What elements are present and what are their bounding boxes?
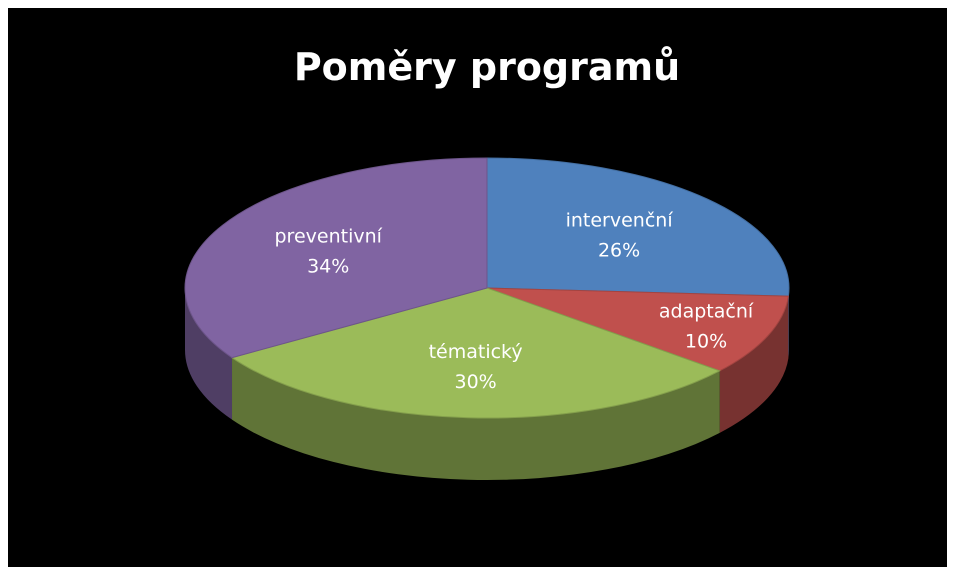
slice-side bbox=[719, 296, 789, 433]
slice bbox=[230, 287, 721, 419]
slice-value-label: 26% bbox=[598, 240, 640, 262]
slice bbox=[486, 157, 790, 297]
slice bbox=[184, 157, 488, 359]
pie-sides bbox=[185, 288, 789, 480]
slice-label: adaptační bbox=[659, 300, 754, 322]
pie-labels: intervenční 26% adaptační 10% tématický 30% pr… bbox=[275, 210, 754, 393]
slice bbox=[486, 287, 789, 372]
slice-value-label: 30% bbox=[455, 371, 497, 393]
slice-value-label: 10% bbox=[685, 330, 727, 352]
slice-value-label: 34% bbox=[307, 255, 349, 277]
chart-title: Poměry programů bbox=[294, 45, 680, 89]
pie-tops bbox=[184, 157, 790, 419]
slice-label: preventivní bbox=[275, 225, 383, 247]
slice-label: tématický bbox=[429, 341, 523, 363]
slice-side bbox=[185, 288, 233, 420]
slice-label: intervenční bbox=[566, 210, 674, 232]
slice-side bbox=[232, 357, 720, 480]
slice-side bbox=[788, 288, 789, 359]
